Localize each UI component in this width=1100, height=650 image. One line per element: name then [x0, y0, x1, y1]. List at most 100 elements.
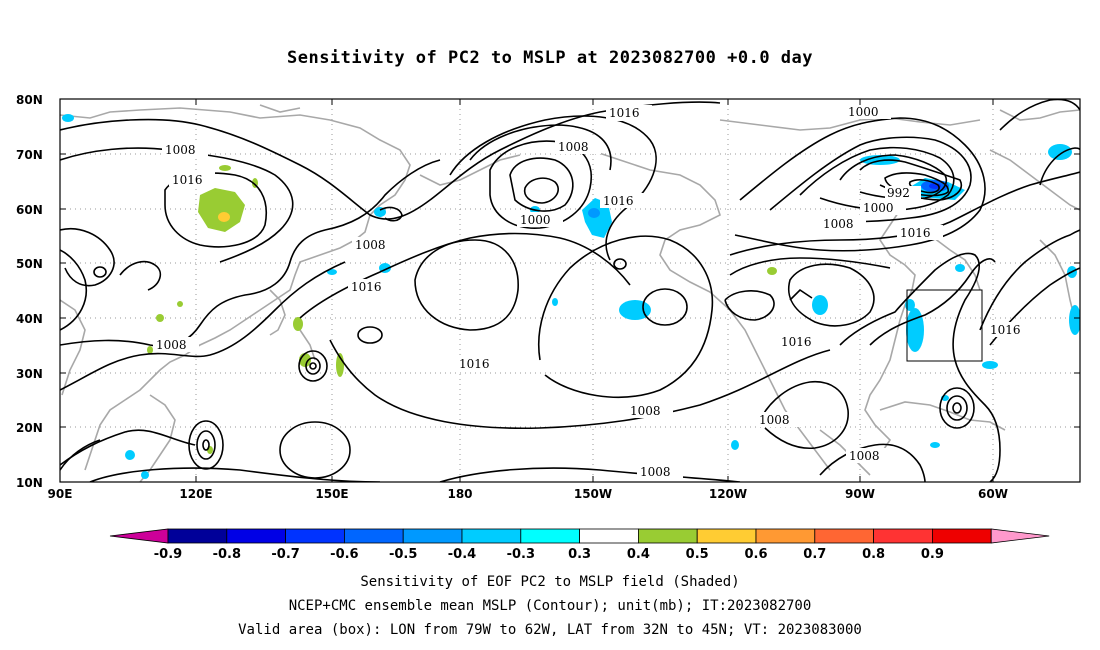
colorbar-segment [226, 528, 287, 544]
contour-label: 1008 [630, 404, 661, 418]
contour-label: 1008 [640, 465, 671, 479]
colorbar-segment [873, 528, 933, 544]
colorbar-segment [402, 528, 463, 544]
shade-green-h [177, 301, 183, 307]
x-tick-label: 180 [447, 487, 472, 501]
colorbar-segment [932, 528, 992, 544]
plot-title: Sensitivity of PC2 to MSLP at 2023082700… [286, 48, 813, 68]
colorbar-tick-label: 0.3 [568, 547, 591, 562]
axis-ticks [60, 98, 1080, 483]
map-frame [59, 98, 1081, 483]
colorbar-tick-label: 0.8 [862, 547, 885, 562]
colorbar-segment [167, 528, 228, 544]
colorbar-tick-label: -0.5 [389, 547, 417, 562]
contour-label: 1016 [900, 226, 931, 240]
shade-cyan-f [982, 361, 998, 369]
x-tick-label: 150E [315, 487, 348, 501]
colorbar-tick-label: -0.8 [213, 547, 241, 562]
contour-label: 1000 [848, 105, 879, 119]
y-tick-label: 20N [16, 421, 43, 435]
mslp-contours [60, 99, 1080, 482]
x-tick-label: 60W [978, 487, 1008, 501]
contour-label: 1008 [849, 449, 880, 463]
contour-label: 1008 [759, 413, 790, 427]
colorbar-tick-label: -0.9 [154, 547, 182, 562]
shade-cyan-e [552, 298, 558, 306]
colorbar-segment [755, 528, 816, 544]
contour-label: 1008 [156, 338, 187, 352]
caption-line-1: Sensitivity of EOF PC2 to MSLP field (Sh… [360, 574, 740, 590]
x-tick-label: 120E [179, 487, 212, 501]
colorbar-tick-label: 0.4 [627, 547, 650, 562]
shade-cyan-ne2 [1069, 305, 1080, 335]
shade-cyan-c [327, 269, 337, 275]
shade-blue-aleutian [588, 208, 600, 218]
contour-label: 1008 [823, 217, 854, 231]
shade-cyan-j [141, 471, 149, 479]
shade-green-siberia [198, 188, 245, 232]
colorbar-tick-label: -0.3 [507, 547, 535, 562]
shade-cyan-namer [812, 295, 828, 315]
shade-green-g [147, 346, 153, 354]
y-tick-labels: 80N 70N 60N 50N 40N 30N 20N 10N [16, 93, 43, 490]
shade-green-i [767, 267, 777, 275]
colorbar-segment [343, 528, 404, 544]
x-tick-label: 120W [709, 487, 747, 501]
colorbar-left-cap [109, 528, 169, 544]
colorbar-right-cap [990, 528, 1050, 544]
contour-labels: 1016 1008 1000 1008 1016 1008 1016 1008 … [153, 104, 1033, 479]
colorbar-segment [638, 528, 698, 544]
colorbar-tick-label: -0.6 [330, 547, 358, 562]
contour-label: 1016 [781, 335, 812, 349]
shade-cyan-l [930, 442, 940, 448]
valid-area-box [906, 289, 983, 362]
caption-line-2: NCEP+CMC ensemble mean MSLP (Contour); u… [288, 598, 812, 614]
contour-label: 1016 [459, 357, 490, 371]
x-tick-label: 150W [574, 487, 612, 501]
colorbar-segment [285, 528, 345, 544]
caption-line-3: Valid area (box): LON from 79W to 62W, L… [238, 622, 862, 638]
shade-cyan-d [62, 114, 74, 122]
contour-label: 1008 [165, 143, 196, 157]
contour-label: 1016 [990, 323, 1021, 337]
x-tick-label: 90E [48, 487, 73, 501]
colorbar-tick-label: 0.7 [803, 547, 826, 562]
shade-cyan-h [731, 440, 739, 450]
colorbar-tick-label: 0.5 [686, 547, 709, 562]
y-tick-label: 10N [16, 476, 43, 490]
shade-cyan-i [125, 450, 135, 460]
contour-label: 1016 [351, 280, 382, 294]
contour-label: 1016 [172, 173, 203, 187]
shade-cyan-k [955, 264, 965, 272]
x-tick-label: 90W [845, 487, 875, 501]
y-tick-label: 50N [16, 257, 43, 271]
contour-label: 1008 [355, 238, 386, 252]
colorbar-tick-label: 0.9 [921, 547, 944, 562]
colorbar-segment [579, 528, 639, 544]
shade-cyan-ne1 [1048, 144, 1072, 160]
colorbar: -0.9 -0.8 -0.7 -0.6 -0.5 -0.4 -0.3 0.3 0.4 0.5 0.6… [109, 528, 1050, 562]
colorbar-tick-label: 0.6 [744, 547, 767, 562]
colorbar-segment [520, 528, 580, 544]
colorbar-segment [696, 528, 757, 544]
shade-orange-siberia [218, 212, 230, 222]
x-tick-labels: 90E 120E 150E 180 150W 120W 90W 60W [48, 487, 1008, 501]
contour-label: 1000 [863, 201, 894, 215]
map-panel: 1016 1008 1000 1008 1016 1008 1016 1008 … [60, 99, 1080, 482]
contour-label: 1000 [520, 213, 551, 227]
colorbar-segment [461, 528, 522, 544]
shade-green-c [293, 317, 303, 331]
y-tick-label: 30N [16, 367, 43, 381]
y-tick-label: 40N [16, 312, 43, 326]
colorbar-tick-label: -0.7 [271, 547, 299, 562]
colorbar-tick-label: -0.4 [448, 547, 476, 562]
shade-green-f [156, 314, 164, 322]
shade-cyan-box [906, 308, 924, 352]
y-tick-label: 80N [16, 93, 43, 107]
contour-label: 992 [887, 186, 910, 200]
y-tick-label: 70N [16, 148, 43, 162]
shade-green-a [219, 165, 231, 171]
contour-label: 1016 [603, 194, 634, 208]
contour-label: 1016 [609, 106, 640, 120]
